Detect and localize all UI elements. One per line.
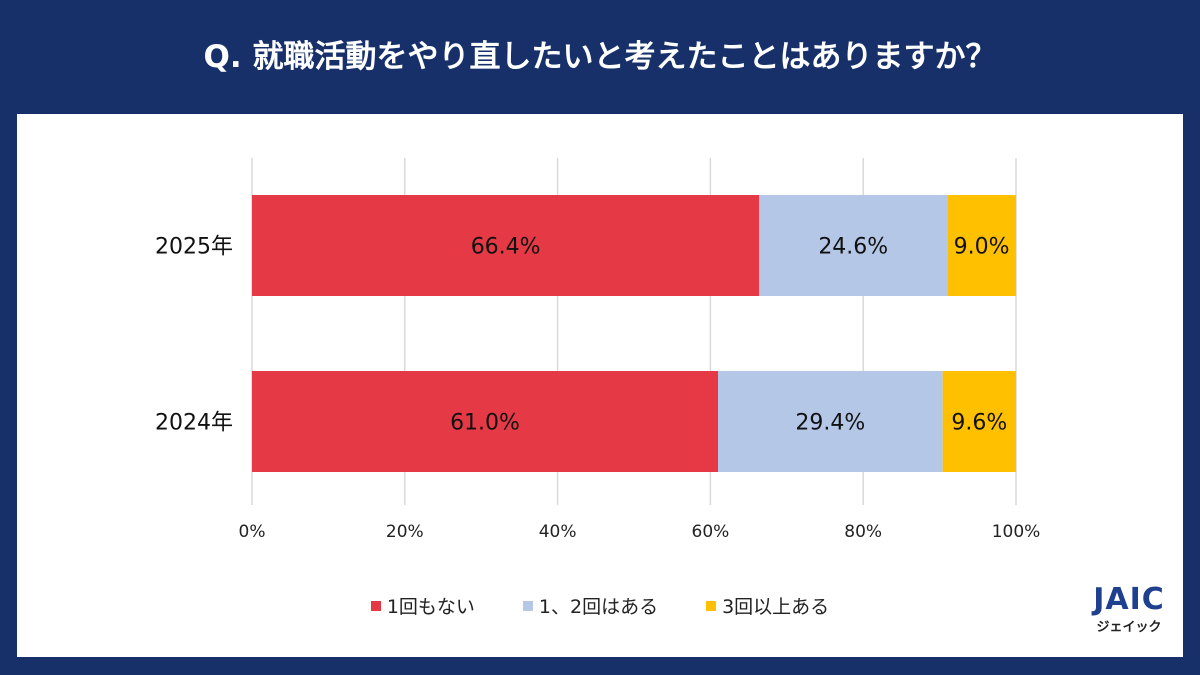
bar-segment <box>947 195 1016 296</box>
x-tick-label: 80% <box>844 522 882 542</box>
x-tick-label: 20% <box>386 522 424 542</box>
x-tick-label: 0% <box>239 522 266 542</box>
legend-item: 1回もない <box>370 592 475 619</box>
data-label: 24.6% <box>818 235 888 260</box>
data-label: 9.0% <box>954 235 1010 260</box>
legend-swatch <box>522 600 533 611</box>
data-label: 61.0% <box>450 411 520 436</box>
legend-label: 1回もない <box>386 596 475 618</box>
x-tick-label: 40% <box>539 522 577 542</box>
legend-swatch <box>370 600 381 611</box>
legend-item: 3回以上ある <box>706 592 829 619</box>
x-tick-label: 60% <box>692 522 730 542</box>
category-label: 2024年 <box>155 411 233 436</box>
chart-panel: 0% 20% 40% 60% 80% 100% 2025年 66.4% 24.6% 9.0% 202… <box>17 114 1183 657</box>
bar-segment <box>942 371 1016 472</box>
bar-segment <box>252 371 719 472</box>
data-label: 66.4% <box>471 235 541 260</box>
bar-segment <box>718 371 943 472</box>
legend-item: 1、2回はある <box>522 592 659 619</box>
bar-segment <box>759 195 948 296</box>
logo-mark: JAIC <box>1093 582 1165 617</box>
x-tick-label: 100% <box>992 522 1041 542</box>
chart-title: Q. 就職活動をやり直したいと考えたことはありますか？ <box>203 39 997 75</box>
data-label: 9.6% <box>951 411 1007 436</box>
legend-swatch <box>706 600 717 611</box>
legend-label: 1、2回はある <box>538 596 659 618</box>
jaic-logo: JAIC ジェイック <box>1089 584 1169 644</box>
legend-label: 3回以上ある <box>722 596 830 618</box>
data-label: 29.4% <box>795 411 865 436</box>
logo-kana: ジェイック <box>1096 620 1162 635</box>
stacked-bar-chart: 0% 20% 40% 60% 80% 100% 2025年 66.4% 24.6% 9.0% 202… <box>155 158 1041 542</box>
bar-segment <box>252 195 760 296</box>
legend: 1回もない 1、2回はある 3回以上ある <box>17 592 1183 619</box>
category-label: 2025年 <box>155 235 233 260</box>
